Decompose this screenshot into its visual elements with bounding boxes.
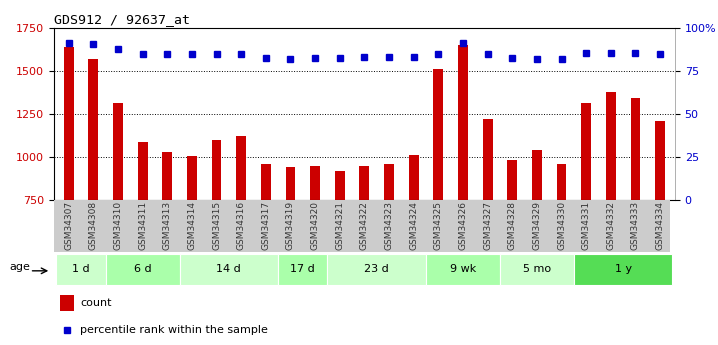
Bar <box>180 254 278 285</box>
Text: count: count <box>80 298 111 308</box>
Bar <box>327 254 426 285</box>
Text: GSM34333: GSM34333 <box>631 201 640 250</box>
Bar <box>500 254 574 285</box>
Bar <box>310 166 320 329</box>
Text: percentile rank within the sample: percentile rank within the sample <box>80 325 268 335</box>
Bar <box>482 119 493 329</box>
Bar <box>360 166 369 329</box>
Text: GSM34327: GSM34327 <box>483 201 492 250</box>
Bar <box>113 104 123 329</box>
Text: GSM34323: GSM34323 <box>385 201 393 250</box>
Text: 23 d: 23 d <box>364 264 389 274</box>
Text: GSM34325: GSM34325 <box>434 201 443 250</box>
Text: GSM34321: GSM34321 <box>335 201 344 250</box>
Text: GSM34316: GSM34316 <box>237 201 246 250</box>
Bar <box>574 254 673 285</box>
Text: GSM34324: GSM34324 <box>409 201 418 250</box>
Text: GSM34332: GSM34332 <box>606 201 615 250</box>
Text: GSM34315: GSM34315 <box>212 201 221 250</box>
Text: GSM34322: GSM34322 <box>360 201 369 250</box>
Text: GSM34328: GSM34328 <box>508 201 517 250</box>
Text: GDS912 / 92637_at: GDS912 / 92637_at <box>54 13 190 27</box>
Text: 14 d: 14 d <box>216 264 241 274</box>
Bar <box>106 254 180 285</box>
Bar <box>508 159 517 329</box>
Text: GSM34319: GSM34319 <box>286 201 295 250</box>
Bar <box>630 98 640 329</box>
Bar <box>64 47 73 329</box>
Text: GSM34311: GSM34311 <box>138 201 147 250</box>
Bar <box>556 164 567 329</box>
Bar <box>212 140 221 329</box>
Bar <box>582 104 591 329</box>
Bar <box>409 155 419 329</box>
Bar <box>261 164 271 329</box>
Bar <box>384 164 394 329</box>
Text: GSM34313: GSM34313 <box>163 201 172 250</box>
Bar <box>532 150 542 329</box>
Text: GSM34331: GSM34331 <box>582 201 591 250</box>
Bar <box>426 254 500 285</box>
Bar <box>335 171 345 329</box>
Bar <box>434 69 443 329</box>
Bar <box>286 167 295 329</box>
Text: 5 mo: 5 mo <box>523 264 551 274</box>
Text: 17 d: 17 d <box>290 264 315 274</box>
Bar <box>187 156 197 329</box>
Text: GSM34329: GSM34329 <box>533 201 541 250</box>
Bar <box>88 59 98 329</box>
Bar <box>656 121 665 329</box>
Text: 1 d: 1 d <box>72 264 90 274</box>
Bar <box>236 136 246 329</box>
Text: 6 d: 6 d <box>134 264 151 274</box>
Bar <box>606 92 616 329</box>
Text: 9 wk: 9 wk <box>450 264 476 274</box>
Text: GSM34308: GSM34308 <box>89 201 98 250</box>
Text: age: age <box>10 263 31 272</box>
Text: GSM34326: GSM34326 <box>459 201 467 250</box>
Bar <box>56 254 106 285</box>
Text: GSM34320: GSM34320 <box>311 201 320 250</box>
Text: GSM34310: GSM34310 <box>113 201 123 250</box>
Text: GSM34307: GSM34307 <box>64 201 73 250</box>
Bar <box>458 45 468 329</box>
Bar <box>278 254 327 285</box>
Text: GSM34314: GSM34314 <box>187 201 196 250</box>
Text: 1 y: 1 y <box>615 264 632 274</box>
Text: GSM34334: GSM34334 <box>656 201 665 250</box>
Bar <box>60 295 74 311</box>
Text: GSM34317: GSM34317 <box>261 201 270 250</box>
Bar <box>138 142 147 329</box>
Bar <box>162 152 172 329</box>
Text: GSM34330: GSM34330 <box>557 201 566 250</box>
